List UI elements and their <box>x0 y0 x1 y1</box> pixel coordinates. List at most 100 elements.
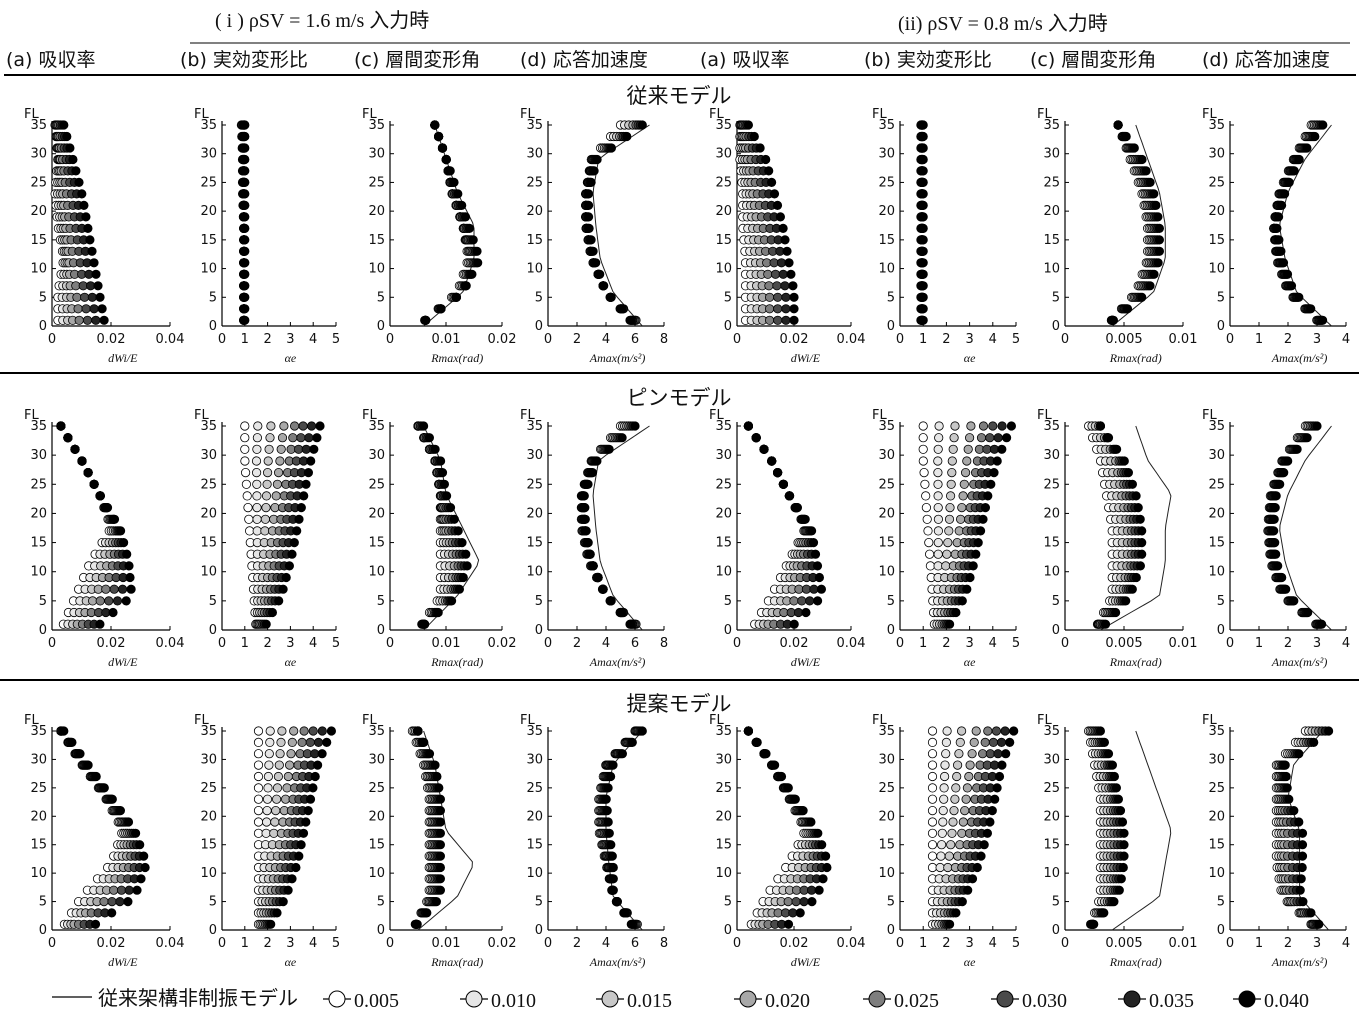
x-axis-title: Rmax(rad) <box>430 955 483 969</box>
data-point <box>240 258 250 268</box>
data-point <box>918 120 928 130</box>
data-point <box>781 292 791 302</box>
data-point <box>472 246 482 256</box>
data-point <box>276 737 286 748</box>
x-tick-label: 0.04 <box>156 936 185 951</box>
data-point <box>918 200 928 210</box>
y-tick-label: 15 <box>368 838 385 853</box>
data-point <box>627 737 637 748</box>
x-tick-label: 0 <box>1226 332 1234 347</box>
data-point <box>927 737 938 748</box>
data-point <box>625 619 635 629</box>
data-point <box>101 584 111 594</box>
data-point <box>992 783 1002 793</box>
data-point <box>933 479 943 489</box>
legend-marker <box>1123 990 1141 1008</box>
data-point <box>1108 315 1119 325</box>
data-point <box>299 491 309 501</box>
data-point <box>993 749 1003 759</box>
x-tick-label: 0 <box>386 332 394 347</box>
data-point <box>985 433 995 443</box>
y-tick-label: 25 <box>30 175 47 190</box>
data-point <box>253 726 264 736</box>
y-axis-title: FL <box>1202 107 1217 122</box>
data-point <box>1275 479 1285 489</box>
data-point <box>608 760 618 770</box>
data-point <box>764 292 775 302</box>
data-point <box>139 851 149 861</box>
y-tick-label: 30 <box>878 752 895 767</box>
data-point <box>1145 177 1155 187</box>
y-tick-label: 30 <box>368 448 385 463</box>
data-point <box>421 315 431 325</box>
data-point <box>799 896 809 907</box>
data-point <box>240 143 250 153</box>
data-point <box>918 269 928 279</box>
y-tick-label: 5 <box>724 594 732 609</box>
y-tick-label: 20 <box>200 204 217 219</box>
data-point <box>598 584 608 594</box>
data-point <box>99 783 109 793</box>
x-tick-label: 4 <box>989 936 997 951</box>
data-point <box>763 269 773 279</box>
x-tick-label: 0 <box>733 332 741 347</box>
data-point <box>761 749 771 759</box>
data-point <box>260 526 270 536</box>
y-tick-label: 10 <box>30 262 47 277</box>
data-point <box>630 421 640 431</box>
data-point <box>980 502 991 513</box>
data-point <box>253 794 264 804</box>
y-tick-label: 0 <box>39 623 47 638</box>
data-point <box>743 421 754 431</box>
x-tick-label: 0.02 <box>97 636 126 651</box>
x-tick-label: 0 <box>1226 936 1234 951</box>
x-tick-label: 5 <box>1012 332 1020 347</box>
data-point <box>1118 862 1128 873</box>
legend-line-label: 従来架構非制振モデル <box>98 986 298 1010</box>
data-point <box>982 828 993 838</box>
figure-header: ( i ) ρSV = 1.6 m/s 入力時 (ii) ρSV = 0.8 m… <box>4 9 1356 76</box>
data-point <box>240 177 250 187</box>
data-point <box>240 131 250 142</box>
x-tick-label: 5 <box>1012 636 1020 651</box>
x-tick-label: 6 <box>631 636 639 651</box>
data-point <box>1318 315 1328 325</box>
y-tick-label: 10 <box>200 565 217 580</box>
y-tick-label: 10 <box>715 866 732 881</box>
data-point <box>91 269 101 279</box>
y-tick-label: 25 <box>715 175 732 190</box>
x-tick-label: 8 <box>660 636 668 651</box>
data-point <box>617 749 628 759</box>
data-point <box>951 908 961 918</box>
data-point <box>287 549 297 559</box>
y-tick-label: 0 <box>1217 923 1225 938</box>
y-axis-title: FL <box>709 107 724 122</box>
x-tick-label: 0 <box>1061 936 1069 951</box>
data-point <box>253 817 264 827</box>
x-tick-label: 2 <box>263 332 271 347</box>
data-point <box>263 771 273 782</box>
x-axis-title: αe <box>964 955 976 969</box>
y-tick-label: 15 <box>526 838 543 853</box>
data-point <box>253 760 264 770</box>
data-point <box>951 607 961 618</box>
x-tick-label: 4 <box>602 936 610 951</box>
legend-level-label: 0.020 <box>765 990 810 1012</box>
column-label: (a) 吸収率 <box>6 49 96 71</box>
data-point <box>1153 212 1163 222</box>
data-point <box>587 467 598 478</box>
data-point <box>264 760 274 770</box>
data-point <box>102 502 113 513</box>
y-tick-label: 30 <box>30 752 47 767</box>
y-tick-label: 20 <box>715 204 732 219</box>
data-point <box>920 479 930 489</box>
y-tick-label: 0 <box>535 923 543 938</box>
data-point <box>431 896 441 907</box>
data-point <box>1109 771 1120 782</box>
x-axis-title: Amax(m/s²) <box>589 655 646 669</box>
data-point <box>91 771 101 782</box>
data-point <box>73 304 83 314</box>
data-point <box>242 491 252 501</box>
